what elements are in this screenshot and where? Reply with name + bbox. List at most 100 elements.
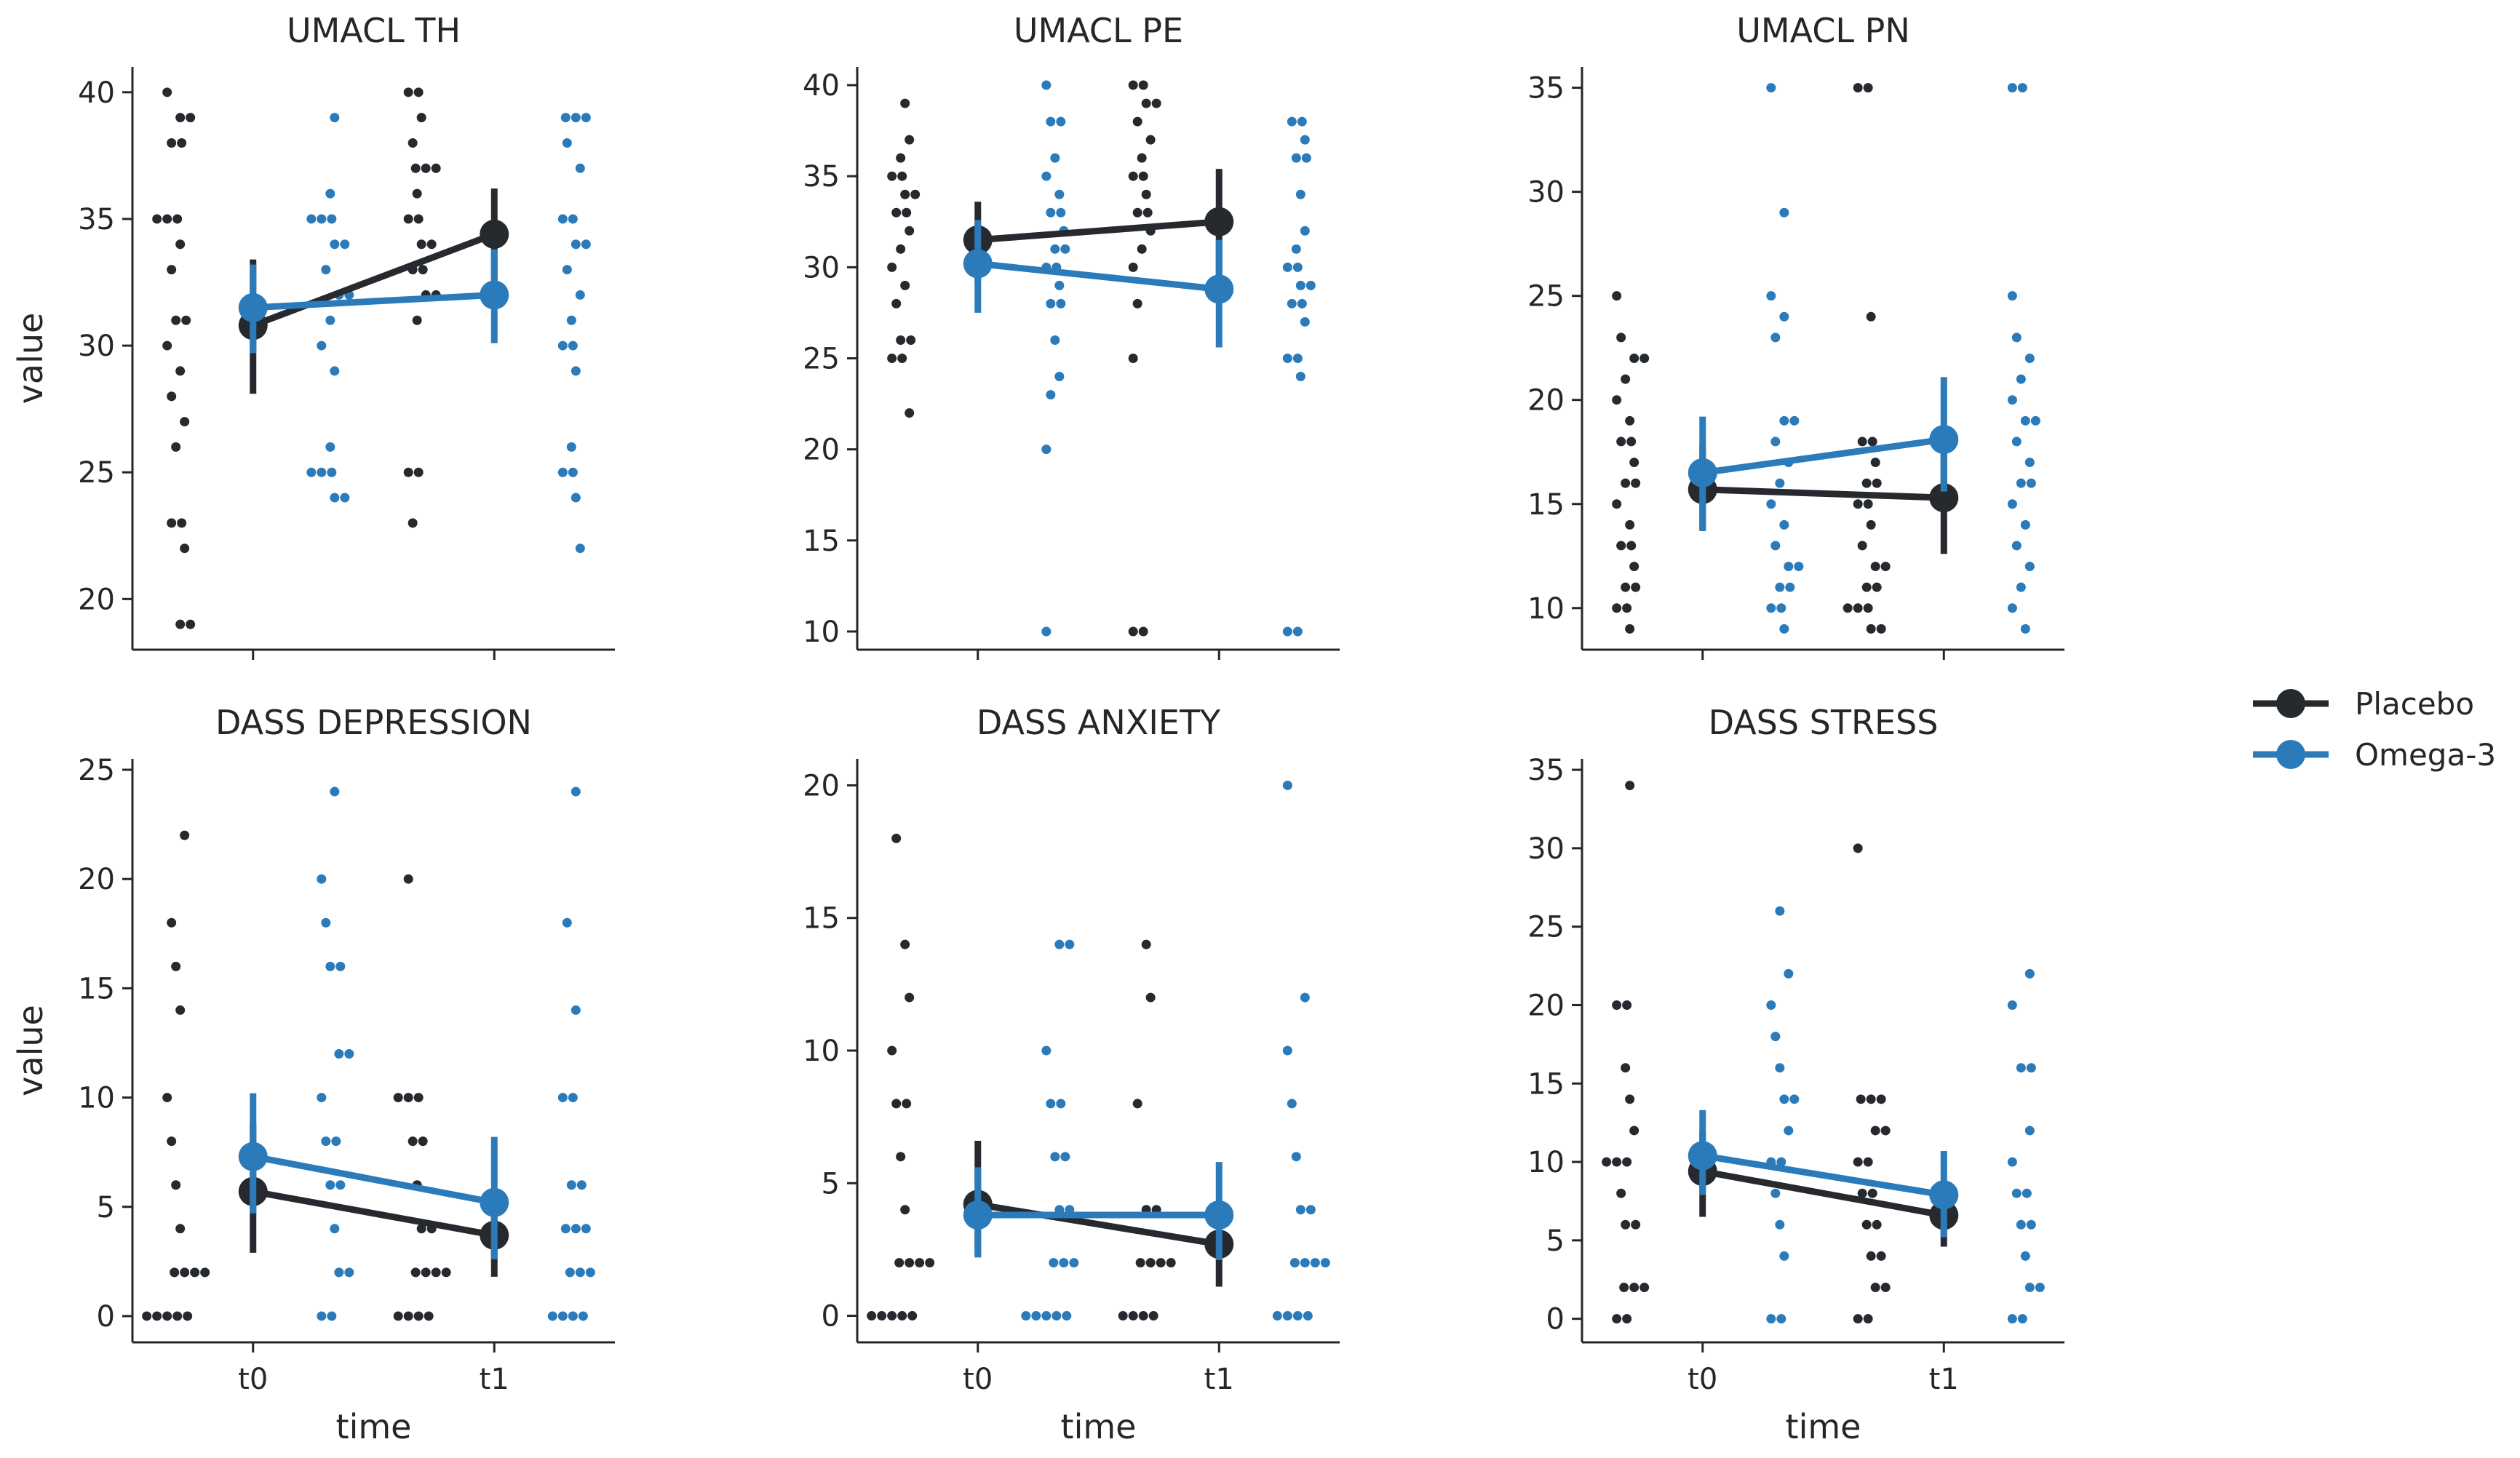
strip-point-omega-3 [1770,541,1781,551]
strip-point-omega-3 [334,1049,344,1059]
strip-point-omega-3 [1320,1258,1330,1268]
y-tick-label: 30 [1527,832,1565,866]
strip-point-omega-3 [1046,207,1056,218]
strip-point-placebo [887,1311,897,1321]
strip-point-omega-3 [321,917,331,928]
strip-point-placebo [891,1099,902,1109]
strip-point-placebo [1625,1094,1635,1104]
mean-marker-omega-3 [238,292,268,322]
strip-point-omega-3 [1272,1311,1282,1321]
strip-point-placebo [1857,1188,1867,1198]
legend-item-placebo: Placebo [2253,686,2474,722]
strip-point-placebo [1880,1283,1891,1293]
strip-point-placebo [1626,541,1637,551]
y-tick-label: 35 [1527,754,1565,787]
strip-point-placebo [393,1093,403,1103]
y-tick-label: 5 [1546,1224,1565,1258]
strip-point-omega-3 [1291,153,1301,163]
strip-point-omega-3 [2024,1283,2035,1293]
strip-point-placebo [1141,939,1151,949]
strip-point-placebo [1863,1314,1873,1324]
strip-point-placebo [170,1267,180,1278]
strip-point-omega-3 [321,265,331,275]
strip-point-omega-3 [1784,968,1794,979]
strip-point-omega-3 [1295,280,1305,290]
strip-point-omega-3 [1784,562,1794,572]
strip-point-placebo [897,354,907,363]
strip-point-omega-3 [344,1267,354,1278]
strip-point-omega-3 [1059,1258,1069,1268]
strip-point-placebo [181,315,191,325]
x-axis-label: time [336,1407,412,1446]
panel-title: UMACL PN [1736,11,1910,50]
strip-point-placebo [183,1311,193,1321]
y-tick-label: 15 [803,525,840,558]
y-tick-label: 25 [803,343,840,376]
strip-point-omega-3 [560,1224,571,1234]
mean-line-omega-3 [1702,1152,1944,1198]
y-tick-label: 25 [1527,280,1565,314]
strip-point-placebo [902,207,912,218]
strip-point-placebo [177,518,187,528]
y-tick-label: 30 [803,251,840,284]
strip-point-omega-3 [1060,1152,1070,1162]
strip-point-omega-3 [1775,478,1785,488]
strip-point-placebo [190,1267,200,1278]
strip-point-omega-3 [327,214,337,224]
strip-point-omega-3 [2020,519,2030,530]
strip-point-omega-3 [335,961,346,971]
strip-point-omega-3 [1041,171,1052,181]
strip-point-placebo [416,239,426,250]
strip-point-omega-3 [317,874,327,884]
strip-point-omega-3 [568,214,578,224]
strip-point-omega-3 [1056,1099,1066,1109]
x-tick-label: t1 [1929,1363,1959,1396]
strip-point-omega-3 [581,1224,591,1234]
strip-point-omega-3 [2020,1251,2030,1261]
strip-point-omega-3 [317,214,327,224]
strip-point-placebo [905,992,915,1003]
strip-point-placebo [413,214,424,224]
strip-point-placebo [1621,478,1631,488]
strip-point-placebo [1145,1258,1156,1268]
strip-point-placebo [180,417,190,427]
strip-point-omega-3 [2011,437,2022,447]
strip-point-placebo [1861,582,1872,592]
strip-point-placebo [1639,1283,1650,1293]
strip-point-omega-3 [2017,1314,2027,1324]
strip-point-placebo [925,1258,935,1268]
strip-point-omega-3 [2024,1126,2035,1136]
strip-point-placebo [1853,1157,1863,1167]
x-tick-label: t1 [1204,1363,1234,1396]
strip-point-omega-3 [566,1180,576,1190]
mean-marker-omega-3 [1204,1200,1234,1230]
strip-point-placebo [413,467,424,477]
strip-point-omega-3 [1282,262,1292,272]
strip-point-placebo [1621,1219,1631,1230]
strip-point-placebo [1870,1126,1880,1136]
mean-marker-omega-3 [480,1187,509,1217]
strip-point-placebo [1867,1188,1877,1198]
strip-point-omega-3 [325,315,335,325]
strip-point-omega-3 [1046,390,1056,400]
strip-point-omega-3 [1779,1251,1789,1261]
strip-point-placebo [1861,1219,1872,1230]
strip-point-placebo [1853,499,1863,509]
strip-point-placebo [171,961,181,971]
strip-point-placebo [171,442,181,452]
strip-point-placebo [1872,582,1882,592]
strip-point-placebo [167,518,177,528]
strip-point-omega-3 [1292,354,1303,363]
strip-point-placebo [1872,1219,1882,1230]
panel-title: DASS DEPRESSION [215,703,532,742]
strip-point-omega-3 [1779,415,1789,426]
y-tick-label: 5 [822,1167,840,1200]
strip-point-omega-3 [2020,624,2030,634]
strip-point-placebo [152,1311,162,1321]
mean-marker-omega-3 [1929,1180,1959,1210]
strip-point-placebo [910,189,921,199]
strip-point-placebo [1616,1188,1626,1198]
strip-point-omega-3 [321,1136,331,1147]
strip-point-placebo [1853,603,1863,613]
strip-point-placebo [900,280,910,290]
